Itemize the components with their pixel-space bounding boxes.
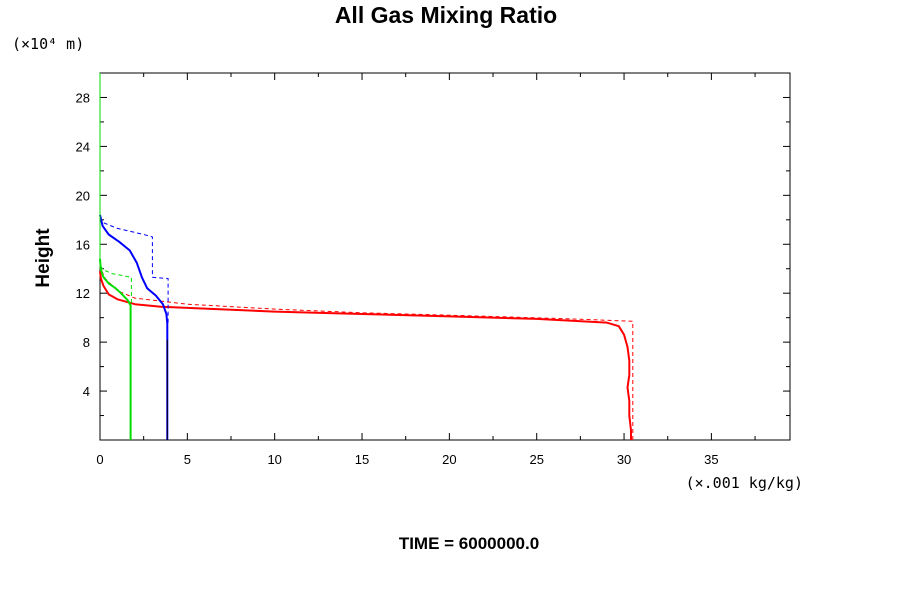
- time-footer: TIME = 6000000.0: [399, 534, 539, 553]
- series-line-3: [99, 214, 169, 440]
- x-unit-label: (×.001 kg/kg): [686, 474, 803, 492]
- y-tick-label: 16: [76, 237, 90, 252]
- plot-frame: [99, 72, 791, 441]
- y-tick-label: 8: [83, 335, 90, 350]
- y-tick-label: 24: [76, 139, 90, 154]
- x-tick-label: 0: [96, 452, 103, 467]
- y-tick-label: 20: [76, 188, 90, 203]
- plot-area: 0 5 10 15 20 25 30 35 4 8 12 16 20 24 28: [76, 72, 791, 467]
- y-tick-label: 12: [76, 286, 90, 301]
- x-tick-label: 25: [529, 452, 543, 467]
- y-tick-label: 28: [76, 90, 90, 105]
- x-tick-label: 5: [184, 452, 191, 467]
- series-line-0: [99, 264, 634, 440]
- series-line-2: [99, 220, 169, 323]
- x-tick-label: 10: [267, 452, 281, 467]
- series-line-5: [99, 258, 132, 440]
- chart-title: All Gas Mixing Ratio: [335, 2, 557, 28]
- series-line-4: [99, 264, 132, 303]
- x-tick-label: 15: [355, 452, 369, 467]
- x-tick-label: 30: [617, 452, 631, 467]
- y-tick-label: 4: [83, 384, 90, 399]
- y-unit-label: (×10⁴ m): [12, 35, 84, 53]
- x-tick-label: 35: [704, 452, 718, 467]
- series-line-1: [99, 271, 632, 440]
- y-axis-label: Height: [33, 228, 54, 288]
- x-tick-label: 20: [442, 452, 456, 467]
